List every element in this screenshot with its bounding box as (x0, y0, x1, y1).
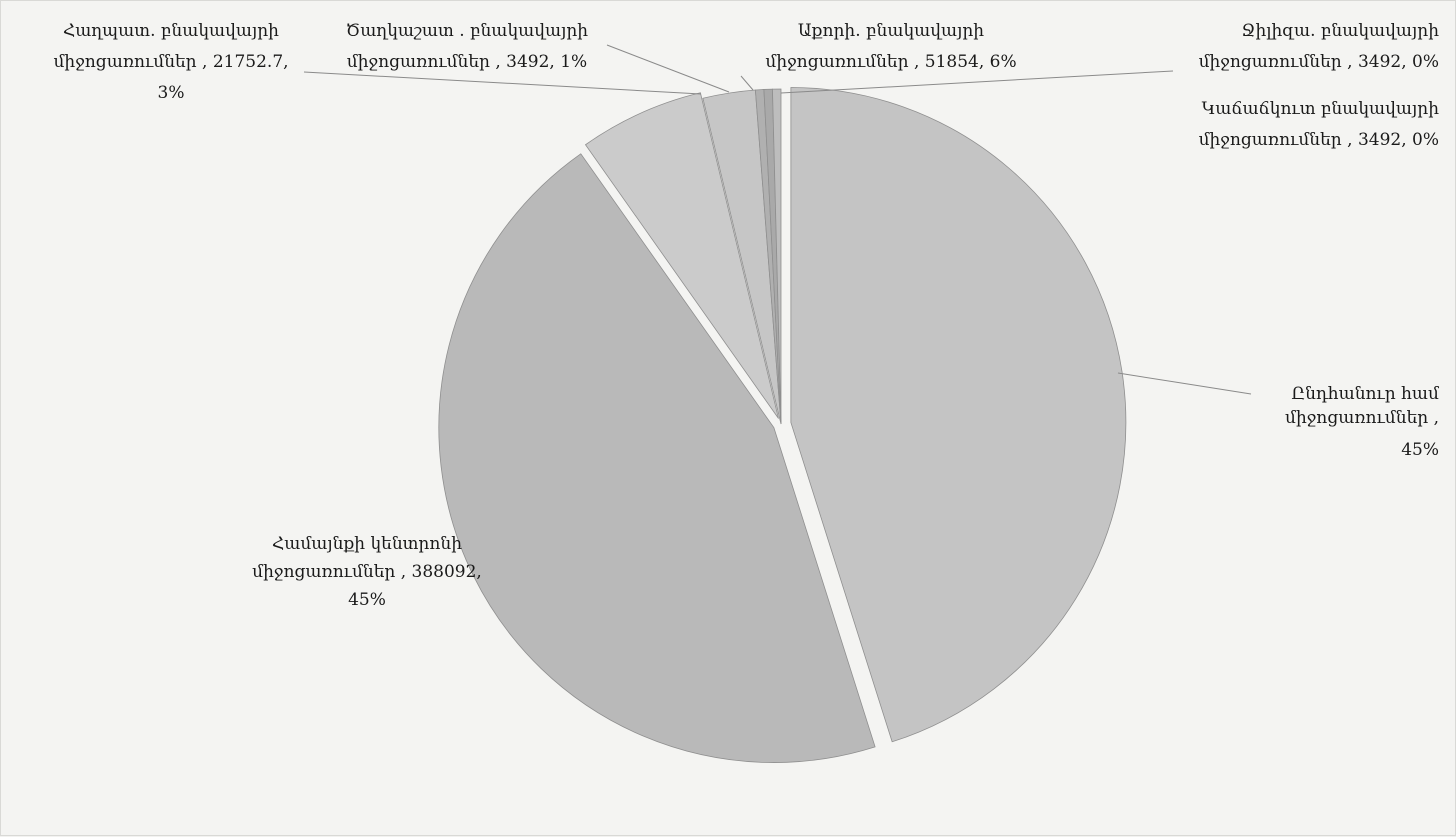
slice-label-s6: Ջիլիզա. բնակավայրի միջոցառումներ , 3492, … (1199, 21, 1440, 72)
leader-line-s1 (1117, 372, 1252, 395)
slice-label-s2: Համայնքի կենտրոնի միջոցառումներ , 388092,… (252, 534, 482, 610)
slice-label-line: միջոցառումներ , 388092, (252, 562, 482, 582)
slice-label-s4: Հաղպատ. բնակավայրի միջոցառումներ , 21752.… (53, 21, 288, 103)
leader-line-s6 (780, 70, 1174, 94)
slice-label-line: միջոցառումներ , 3492, 0% (1199, 130, 1439, 150)
slice-label-line: միջոցառումներ , 21752.7, (53, 52, 288, 72)
slice-label-line: 45% (1401, 440, 1439, 460)
slice-label-line: միջոցառումներ , 3492, 0% (1199, 52, 1439, 72)
slice-label-s1: Ընդհանուր համ միջոցառումներ , 45% (1285, 384, 1440, 460)
slice-label-line: միջոցառումներ , 51854, 6% (765, 52, 1016, 72)
slice-label-line: Ծաղկաշատ . բնակավայրի (346, 21, 588, 41)
slice-label-line: Կաճաճկուտ բնակավայրի (1202, 99, 1440, 119)
slice-label-line: միջոցառումներ , 3492, 1% (347, 52, 587, 72)
slice-label-line: Համայնքի կենտրոնի (272, 534, 462, 554)
leader-line-s3 (740, 75, 754, 91)
leader-line-s4 (303, 71, 702, 95)
slice-label-line: Աքորի. բնակավայրի (798, 21, 984, 41)
pie-slice-s1 (790, 87, 1127, 743)
slice-label-s5: Ծաղկաշատ . բնակավայրի միջոցառումներ , 349… (346, 21, 588, 72)
pie-slice-s2 (438, 153, 876, 763)
slice-label-line: Հաղպատ. բնակավայրի (63, 21, 279, 41)
slice-label-line: Ջիլիզա. բնակավայրի (1241, 21, 1439, 41)
slice-label-s7: Կաճաճկուտ բնակավայրի միջոցառումներ , 3492… (1199, 99, 1440, 150)
slice-label-line: 3% (158, 83, 185, 103)
slice-label-s3: Աքորի. բնակավայրի միջոցառումներ , 51854, … (765, 21, 1016, 72)
slice-label-line: 45% (348, 590, 386, 610)
slice-label-line: Ընդհանուր համ (1291, 384, 1440, 404)
pie-slice-s7 (772, 88, 782, 425)
leader-line-s5 (606, 44, 730, 93)
slice-label-line: միջոցառումներ , (1285, 408, 1439, 428)
